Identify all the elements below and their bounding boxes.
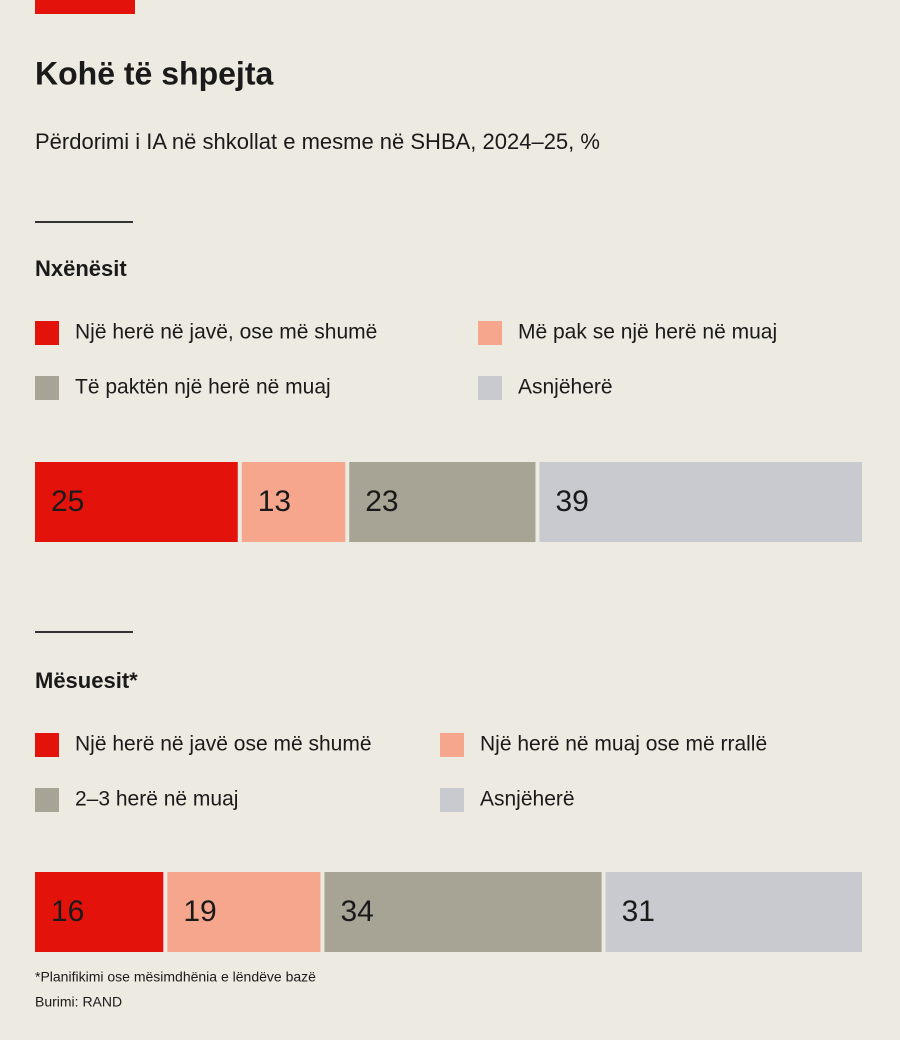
section-title: Nxënësit [35,256,127,281]
value-label: 34 [340,895,373,928]
bar-segment [539,462,862,542]
legend-label: Më pak se një herë në muaj [518,321,777,344]
bar-segment [35,872,164,952]
legend-swatch [478,376,502,400]
legend-label: Një herë në javë, ose më shumë [75,321,377,344]
legend-swatch [35,733,59,757]
bar-segment [324,872,602,952]
bar-segment [349,462,536,542]
value-label: 16 [51,895,84,928]
value-label: 19 [183,895,216,928]
legend-label: 2–3 herë në muaj [75,788,238,811]
legend-label: Një herë në javë ose më shumë [75,733,372,756]
legend-swatch [35,321,59,345]
legend-swatch [478,321,502,345]
legend-label: Të paktën një herë në muaj [75,376,331,399]
value-label: 23 [365,485,398,518]
value-label: 39 [555,485,588,518]
title: Kohë të shpejta [35,55,273,91]
value-label: 25 [51,485,84,518]
bar-segment [167,872,321,952]
footnote: *Planifikimi ose mësimdhënia e lëndëve b… [35,969,316,985]
value-label: 31 [622,895,655,928]
bar-segment [241,462,346,542]
legend-label: Një herë në muaj ose më rrallë [480,733,767,756]
legend-swatch [35,788,59,812]
legend-swatch [35,376,59,400]
red-tab [35,0,135,14]
legend-label: Asnjëherë [518,376,613,399]
value-label: 13 [258,485,291,518]
bar-segment [35,462,238,542]
bar-segment [605,872,862,952]
legend-swatch [440,788,464,812]
subtitle: Përdorimi i IA në shkollat e mesme në SH… [35,129,600,154]
source: Burimi: RAND [35,994,122,1010]
section-title: Mësuesit* [35,668,138,693]
legend-swatch [440,733,464,757]
legend-label: Asnjëherë [480,788,575,811]
